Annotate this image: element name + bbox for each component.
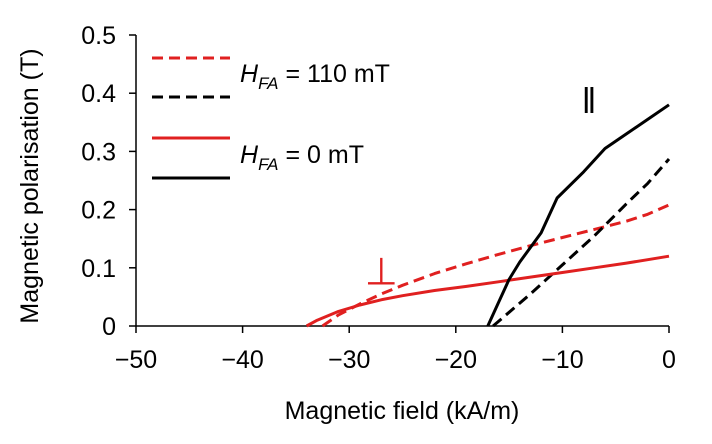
- x-tick-label: −10: [541, 346, 583, 374]
- y-tick-label: 0: [102, 313, 116, 341]
- series-group: [305, 103, 671, 328]
- y-tick-label: 0.3: [81, 138, 116, 166]
- y-tick-label: 0.5: [81, 22, 116, 50]
- y-tick-label: 0.1: [81, 255, 116, 283]
- x-tick-label: −30: [328, 346, 370, 374]
- x-tick-label: 0: [662, 346, 676, 374]
- y-ticks: 0 0.1 0.2 0.3 0.4 0.5: [81, 22, 136, 341]
- axes: [135, 35, 669, 327]
- annotation-perpendicular-symbol: ⊥: [365, 252, 398, 294]
- x-axis-title: Magnetic field (kA/m): [285, 397, 520, 425]
- legend: HFA = 110 mT HFA = 0 mT: [152, 56, 390, 180]
- x-tick-label: −50: [115, 346, 157, 374]
- x-tick-label: −20: [435, 346, 477, 374]
- x-tick-label: −40: [221, 346, 263, 374]
- series-line-4: [486, 103, 670, 327]
- x-ticks: −50 −40 −30 −20 −10 0: [115, 326, 676, 374]
- y-tick-label: 0.4: [81, 80, 116, 108]
- y-axis-title: Magnetic polarisation (T): [16, 48, 44, 323]
- legend-label-0mT: HFA = 0 mT: [240, 141, 364, 174]
- legend-label-110mT: HFA = 110 mT: [240, 60, 390, 93]
- y-tick-label: 0.2: [81, 197, 116, 225]
- series-line-3: [305, 254, 670, 328]
- annotation-parallel-symbol: ‖: [582, 80, 597, 121]
- series-line-1: [321, 203, 670, 328]
- series-line-2: [492, 158, 671, 328]
